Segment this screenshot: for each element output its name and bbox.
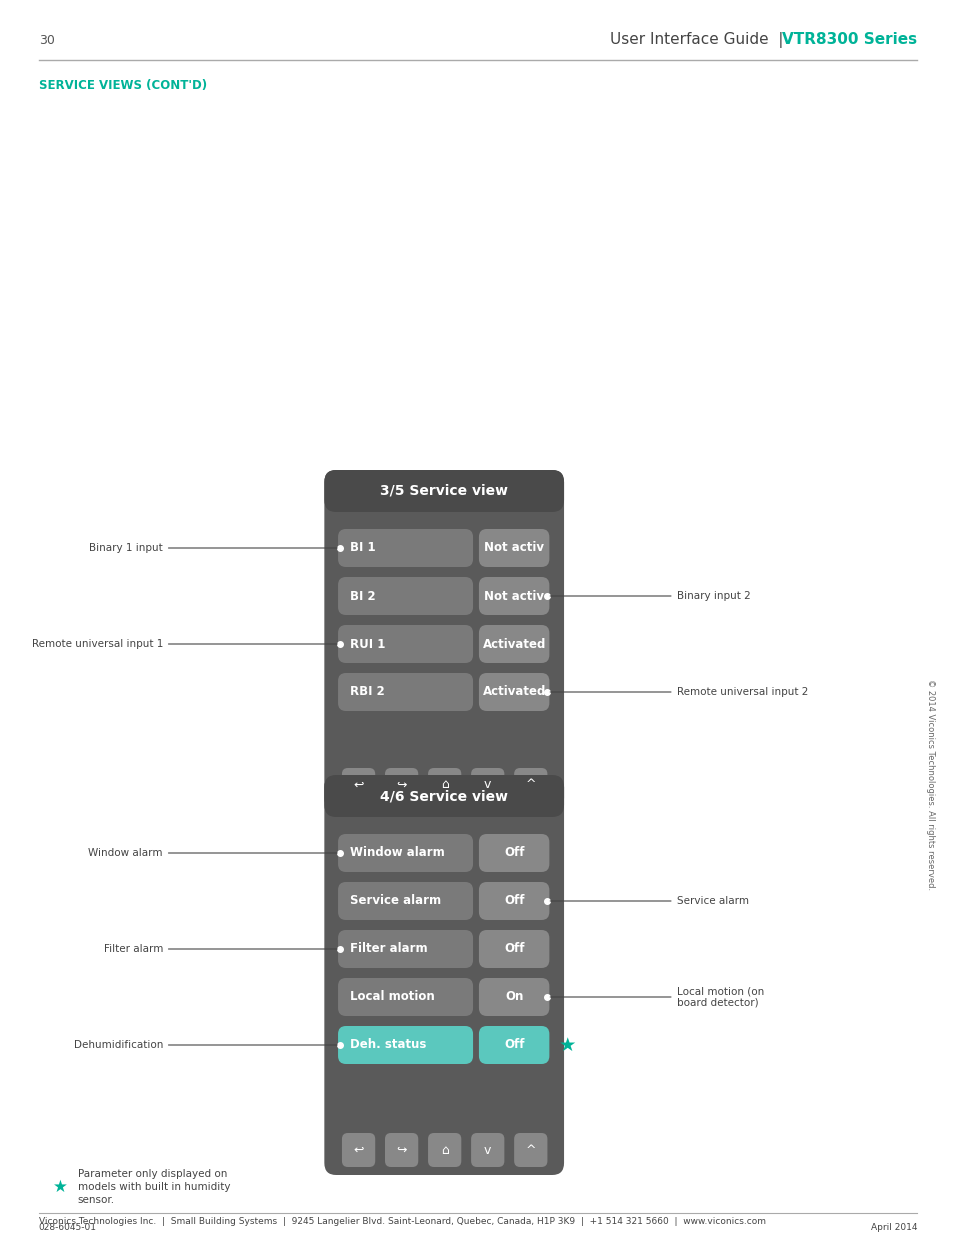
FancyBboxPatch shape: [341, 1132, 375, 1167]
Text: 3/5 Service view: 3/5 Service view: [380, 484, 508, 498]
Text: Dehumidification: Dehumidification: [73, 1040, 336, 1050]
FancyBboxPatch shape: [337, 529, 473, 567]
Text: Parameter only displayed on
models with built in humidity
sensor.: Parameter only displayed on models with …: [78, 1168, 230, 1205]
FancyBboxPatch shape: [478, 673, 549, 711]
FancyBboxPatch shape: [324, 471, 563, 513]
Text: BI 1: BI 1: [350, 541, 375, 555]
Text: RUI 1: RUI 1: [350, 637, 385, 651]
FancyBboxPatch shape: [478, 529, 549, 567]
Text: ^: ^: [525, 1144, 536, 1156]
FancyBboxPatch shape: [478, 1026, 549, 1065]
Text: ⌂: ⌂: [440, 1144, 448, 1156]
Text: Off: Off: [503, 1039, 524, 1051]
Text: Window alarm: Window alarm: [350, 846, 444, 860]
Text: VTR8300 Series: VTR8300 Series: [781, 32, 916, 47]
Text: Service alarm: Service alarm: [550, 897, 748, 906]
FancyBboxPatch shape: [471, 768, 504, 802]
Text: ⌂: ⌂: [440, 778, 448, 792]
Text: ↩: ↩: [353, 1144, 363, 1156]
FancyBboxPatch shape: [478, 978, 549, 1016]
FancyBboxPatch shape: [324, 471, 563, 810]
Text: Deh. status: Deh. status: [350, 1039, 426, 1051]
FancyBboxPatch shape: [385, 1132, 417, 1167]
Text: Viconics Technologies Inc.  |  Small Building Systems  |  9245 Langelier Blvd. S: Viconics Technologies Inc. | Small Build…: [39, 1216, 765, 1225]
FancyBboxPatch shape: [478, 577, 549, 615]
FancyBboxPatch shape: [324, 776, 563, 1174]
Text: On: On: [504, 990, 523, 1004]
Text: Off: Off: [503, 942, 524, 956]
Text: April 2014: April 2014: [870, 1224, 916, 1233]
Text: Binary 1 input: Binary 1 input: [89, 543, 336, 553]
FancyBboxPatch shape: [337, 882, 473, 920]
FancyBboxPatch shape: [514, 768, 547, 802]
Text: ↩: ↩: [353, 778, 363, 792]
FancyBboxPatch shape: [428, 768, 461, 802]
Text: 4/6 Service view: 4/6 Service view: [380, 789, 508, 803]
Text: ↪: ↪: [395, 1144, 407, 1156]
FancyBboxPatch shape: [428, 1132, 461, 1167]
Text: Activated: Activated: [482, 685, 545, 699]
Text: ★: ★: [558, 1035, 575, 1055]
Text: RBI 2: RBI 2: [350, 685, 384, 699]
Text: Binary input 2: Binary input 2: [550, 592, 749, 601]
Text: 30: 30: [39, 33, 54, 47]
FancyBboxPatch shape: [337, 978, 473, 1016]
FancyBboxPatch shape: [337, 673, 473, 711]
FancyBboxPatch shape: [471, 1132, 504, 1167]
Text: BI 2: BI 2: [350, 589, 375, 603]
FancyBboxPatch shape: [385, 768, 417, 802]
Text: ★: ★: [52, 1178, 68, 1195]
Text: © 2014 Viconics Technologies. All rights reserved.: © 2014 Viconics Technologies. All rights…: [925, 679, 935, 890]
Text: ^: ^: [525, 778, 536, 792]
Text: Remote universal input 2: Remote universal input 2: [550, 687, 807, 697]
Text: Filter alarm: Filter alarm: [350, 942, 427, 956]
FancyBboxPatch shape: [337, 834, 473, 872]
Text: Not activ: Not activ: [483, 589, 543, 603]
FancyBboxPatch shape: [337, 625, 473, 663]
Text: Not activ: Not activ: [483, 541, 543, 555]
Text: 028-6045-01: 028-6045-01: [39, 1224, 96, 1233]
FancyBboxPatch shape: [341, 768, 375, 802]
Text: Remote universal input 1: Remote universal input 1: [31, 638, 336, 650]
Text: Activated: Activated: [482, 637, 545, 651]
Text: Off: Off: [503, 846, 524, 860]
Text: Off: Off: [503, 894, 524, 908]
FancyBboxPatch shape: [337, 577, 473, 615]
FancyBboxPatch shape: [324, 776, 563, 818]
Text: Filter alarm: Filter alarm: [104, 944, 336, 953]
Text: v: v: [483, 1144, 491, 1156]
FancyBboxPatch shape: [337, 930, 473, 968]
Text: SERVICE VIEWS (CONT'D): SERVICE VIEWS (CONT'D): [39, 79, 207, 91]
Text: Local motion (on
board detector): Local motion (on board detector): [550, 987, 763, 1008]
FancyBboxPatch shape: [478, 930, 549, 968]
Text: v: v: [483, 778, 491, 792]
Text: Service alarm: Service alarm: [350, 894, 440, 908]
Text: Local motion: Local motion: [350, 990, 434, 1004]
FancyBboxPatch shape: [478, 625, 549, 663]
FancyBboxPatch shape: [478, 882, 549, 920]
Text: ↪: ↪: [395, 778, 407, 792]
Text: Window alarm: Window alarm: [89, 848, 336, 858]
FancyBboxPatch shape: [514, 1132, 547, 1167]
FancyBboxPatch shape: [478, 834, 549, 872]
Text: User Interface Guide  |: User Interface Guide |: [609, 32, 782, 48]
FancyBboxPatch shape: [337, 1026, 473, 1065]
